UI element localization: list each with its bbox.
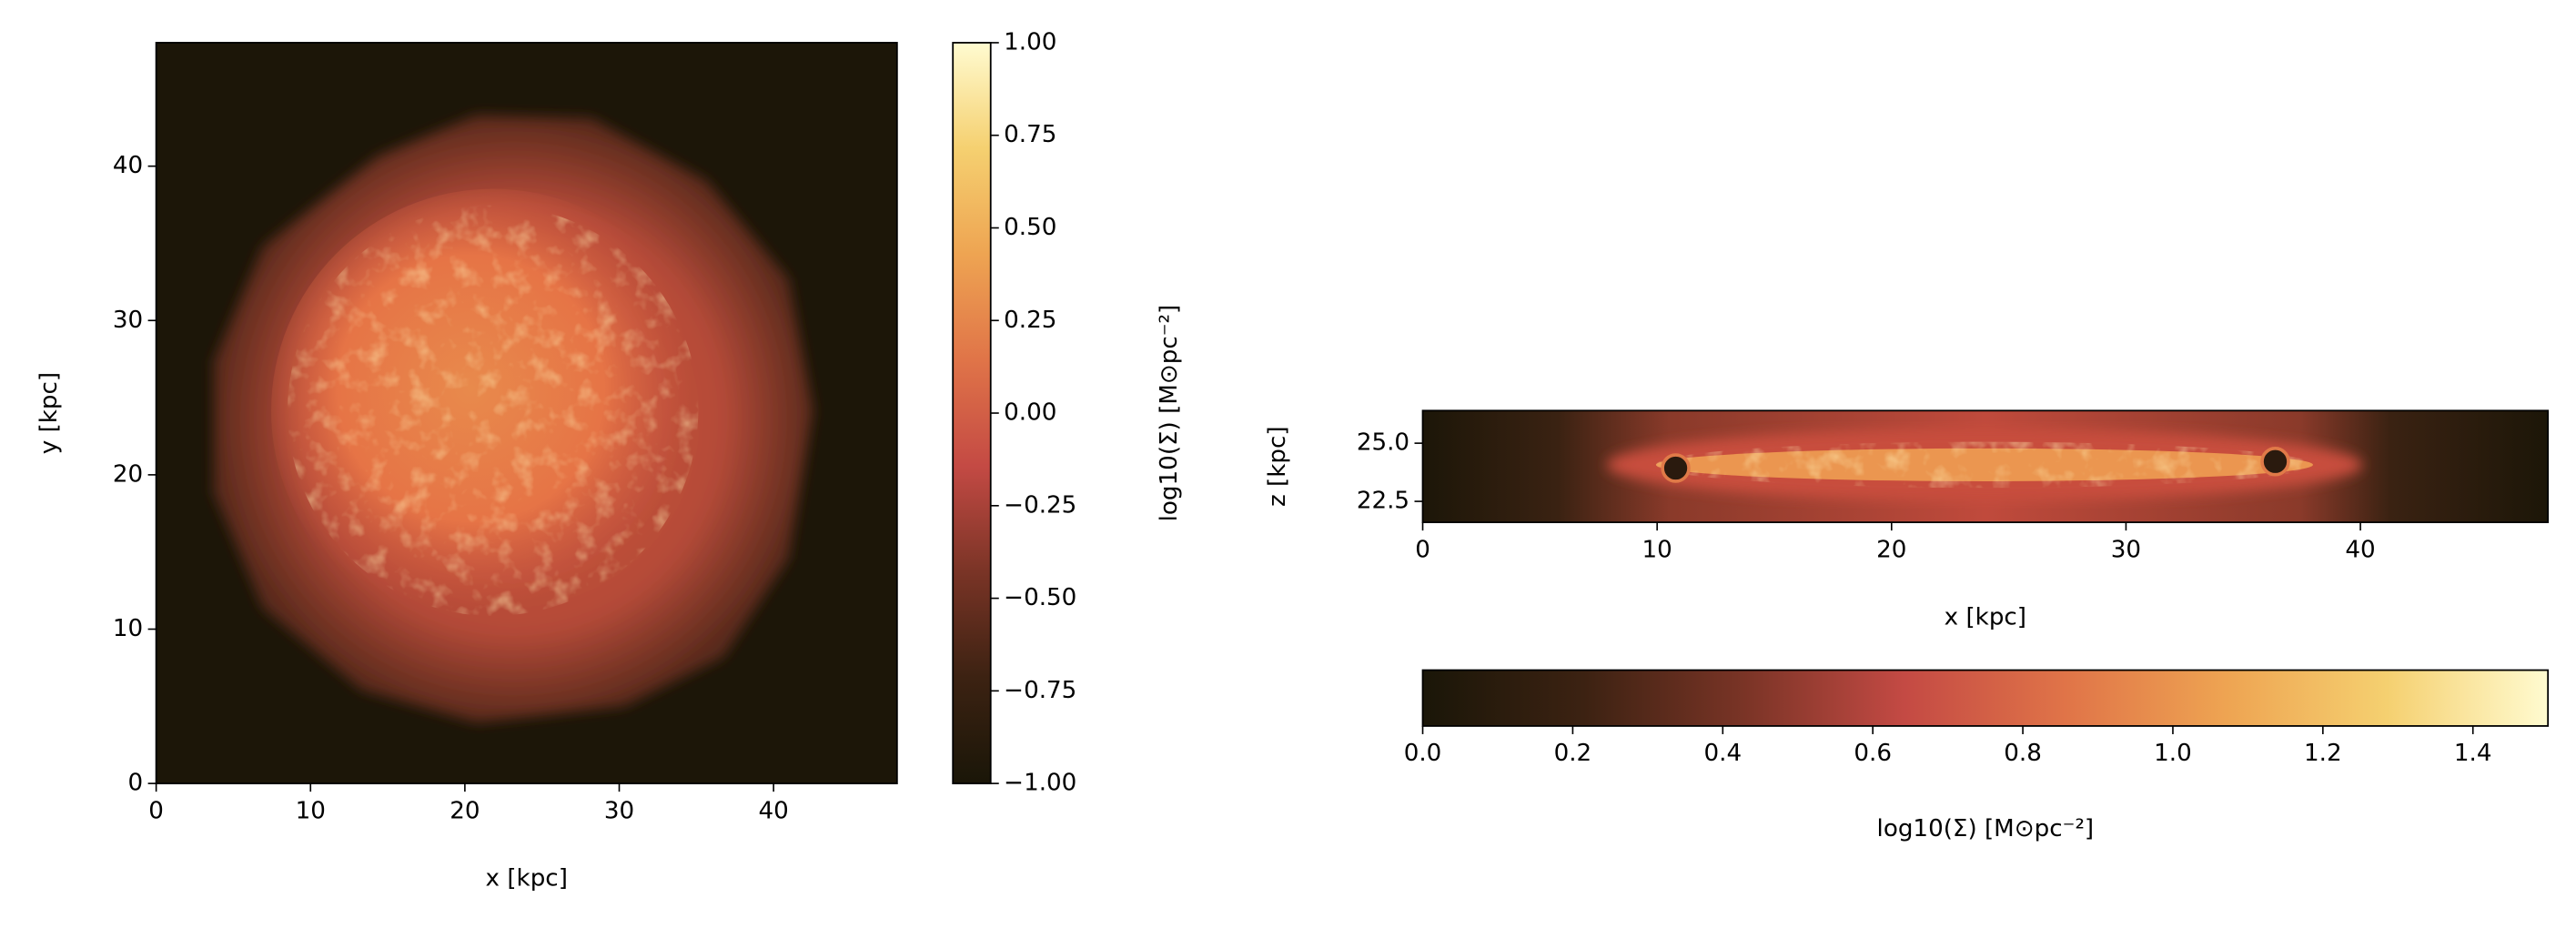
colorbar-tick-label: 0.8: [2004, 740, 2042, 767]
axes-frame: [155, 42, 898, 785]
y-tick-label: 20: [113, 460, 143, 488]
colorbar-tick-label: 1.4: [2454, 740, 2492, 767]
y-tick-label: 0: [128, 770, 144, 797]
x-tick-label: 40: [758, 797, 788, 824]
colorbar-label: log10(Σ) [M⊙pc⁻²]: [1156, 305, 1183, 522]
x-tick-label: 20: [1876, 536, 1906, 563]
colorbar-tick-label: 0.4: [1704, 740, 1743, 767]
x-tick-label: 0: [148, 797, 164, 824]
x-tick-label: 30: [2111, 536, 2141, 563]
gas-structure: [1655, 441, 2314, 489]
colorbar-tick-label: 0.25: [1004, 307, 1056, 334]
colorbar-tick-label: 0.50: [1004, 214, 1056, 241]
colorbar-tick-label: −1.00: [1004, 770, 1076, 797]
x-tick-label: 10: [1642, 536, 1672, 563]
gas-structure: [288, 205, 699, 616]
x-tick-label: 0: [1415, 536, 1430, 563]
y-tick-label: 30: [113, 307, 143, 334]
x-axis-label: x [kpc]: [486, 864, 568, 892]
colorbar-label: log10(Σ) [M⊙pc⁻²]: [1877, 815, 2095, 842]
edge-ring: [1661, 453, 1691, 483]
colorbar-tick-label: 0.0: [1404, 740, 1442, 767]
x-tick-label: 10: [296, 797, 326, 824]
y-tick-label: 25.0: [1357, 429, 1409, 457]
image-panel: [156, 42, 897, 784]
colorbar-tick-label: 0.2: [1554, 740, 1592, 767]
colorbar-tick-label: 0.00: [1004, 399, 1056, 427]
image-panel: [1422, 410, 2549, 523]
edge-ring: [2260, 447, 2290, 477]
colorbar-tick-label: 1.00: [1004, 28, 1056, 55]
colorbar-tick-label: −0.75: [1004, 677, 1076, 704]
y-axis-label: y [kpc]: [35, 372, 63, 454]
x-axis-label: x [kpc]: [1945, 603, 2026, 630]
colorbar-tick-label: 0.6: [1854, 740, 1892, 767]
y-tick-label: 10: [113, 615, 143, 642]
y-tick-label: 22.5: [1357, 488, 1409, 515]
x-tick-label: 20: [450, 797, 480, 824]
colorbar: [1421, 669, 2550, 727]
x-tick-label: 30: [604, 797, 634, 824]
colorbar: [952, 42, 992, 785]
y-tick-label: 40: [113, 152, 143, 179]
x-tick-label: 40: [2345, 536, 2375, 563]
y-axis-label: z [kpc]: [1264, 426, 1291, 507]
colorbar-tick-label: −0.50: [1004, 584, 1076, 611]
colorbar-tick-label: 1.0: [2154, 740, 2192, 767]
axes-frame: [1421, 409, 2550, 523]
colorbar-tick-label: 0.75: [1004, 121, 1056, 148]
colorbar-tick-label: 1.2: [2304, 740, 2342, 767]
colorbar-tick-label: −0.25: [1004, 491, 1076, 519]
